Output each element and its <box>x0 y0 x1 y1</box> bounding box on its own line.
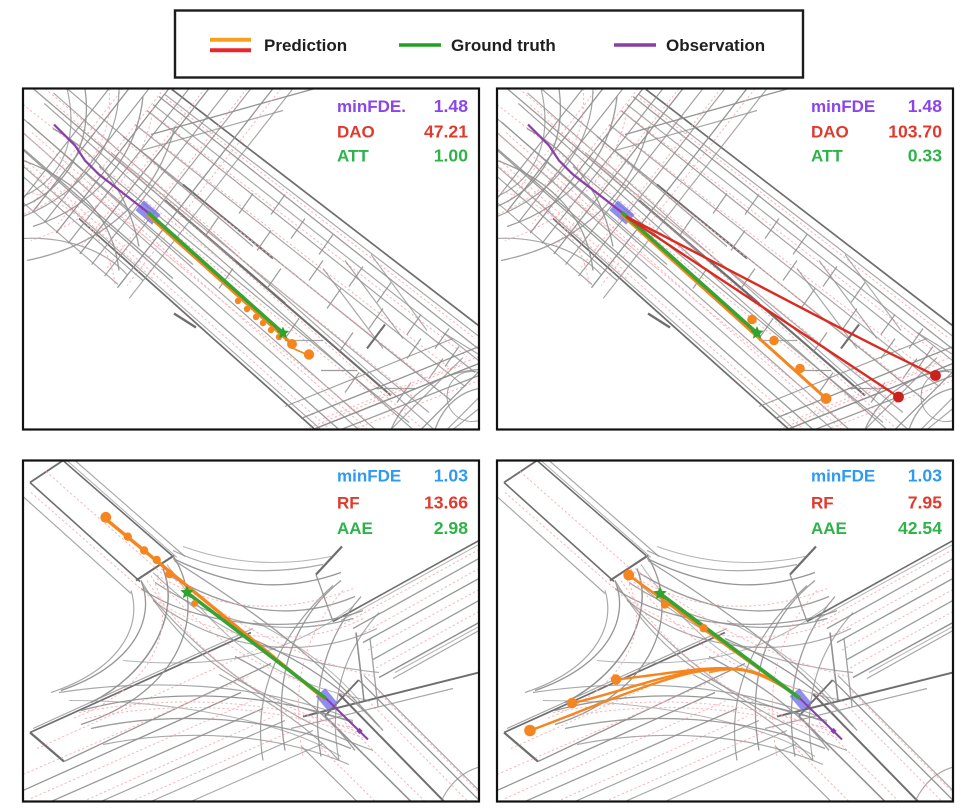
svg-text:Ground truth: Ground truth <box>451 36 556 55</box>
svg-text:minFDE: minFDE <box>811 97 875 116</box>
svg-text:7.95: 7.95 <box>908 493 942 513</box>
svg-text:RF: RF <box>337 494 360 513</box>
svg-text:42.54: 42.54 <box>898 518 942 538</box>
svg-text:1.03: 1.03 <box>908 466 942 486</box>
svg-text:2.98: 2.98 <box>434 518 468 538</box>
svg-text:Prediction: Prediction <box>264 36 347 55</box>
svg-text:ATT: ATT <box>811 147 843 166</box>
svg-text:1.48: 1.48 <box>908 96 942 116</box>
svg-text:ATT: ATT <box>337 147 369 166</box>
svg-text:Observation: Observation <box>666 36 765 55</box>
svg-text:1.00: 1.00 <box>434 146 468 166</box>
svg-text:DAO: DAO <box>337 123 375 142</box>
svg-text:1.48: 1.48 <box>434 96 468 116</box>
svg-text:minFDE: minFDE <box>337 467 401 486</box>
svg-text:minFDE.: minFDE. <box>337 97 406 116</box>
svg-text:1.03: 1.03 <box>434 466 468 486</box>
svg-text:DAO: DAO <box>811 123 849 142</box>
svg-text:13.66: 13.66 <box>424 493 468 513</box>
svg-text:AAE: AAE <box>811 519 847 538</box>
svg-text:47.21: 47.21 <box>424 122 468 142</box>
svg-text:103.70: 103.70 <box>888 122 942 142</box>
svg-text:minFDE: minFDE <box>811 467 875 486</box>
svg-text:RF: RF <box>811 494 834 513</box>
svg-text:AAE: AAE <box>337 519 373 538</box>
svg-text:0.33: 0.33 <box>908 146 942 166</box>
